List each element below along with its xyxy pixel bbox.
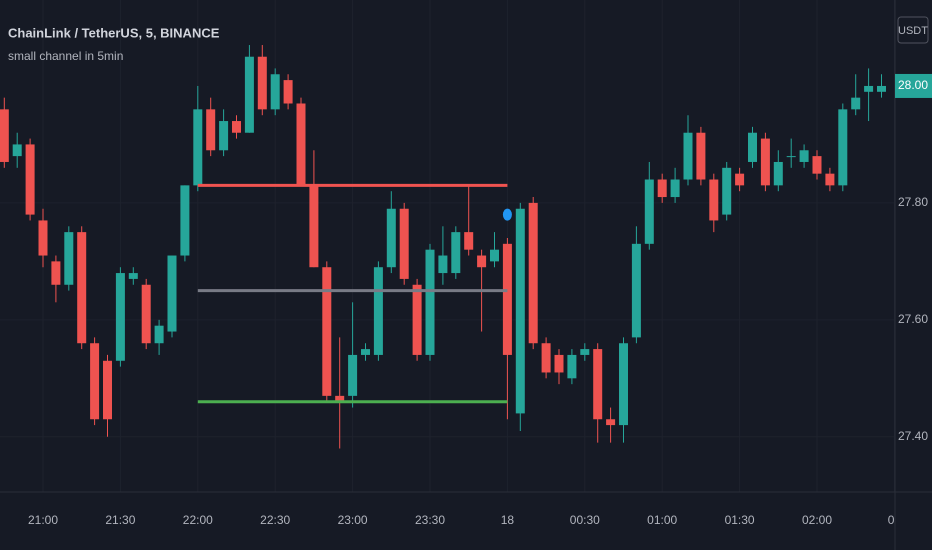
candle-body (683, 132, 693, 180)
chart-title: ChainLink / TetherUS, 5, BINANCE (8, 25, 220, 40)
y-tick-label: 27.80 (898, 195, 928, 209)
candle-body (257, 56, 267, 110)
x-tick-label: 23:30 (415, 513, 445, 527)
x-tick-label: 01:00 (647, 513, 677, 527)
candle-body (0, 109, 9, 162)
currency-box[interactable] (897, 16, 929, 44)
grid (0, 0, 895, 492)
candle-body (502, 243, 512, 355)
candle-body (115, 273, 125, 361)
candle-body (206, 109, 216, 151)
plot (0, 45, 886, 449)
candle-body (644, 179, 654, 244)
x-tick-label: 01:30 (725, 513, 755, 527)
candle-body (760, 138, 770, 186)
signal-marker (502, 208, 512, 221)
candle-body (735, 173, 745, 186)
x-tick-label: 02:00 (802, 513, 832, 527)
candle-body (283, 80, 293, 104)
candle-body (309, 185, 319, 268)
candle-body (77, 232, 87, 344)
y-tick-label: 27.40 (898, 429, 928, 443)
candle-body (631, 243, 641, 338)
x-tick-label: 21:30 (105, 513, 135, 527)
candle-body (438, 255, 448, 274)
candle-body (425, 249, 435, 355)
candle-body (838, 109, 848, 186)
candle-body (373, 267, 383, 355)
last-price-box (895, 73, 932, 98)
candle-body (851, 97, 861, 110)
candle-body (490, 249, 499, 262)
candle-body (877, 85, 886, 92)
candle-body (154, 325, 164, 344)
candle-body (541, 343, 551, 373)
candle-body (773, 161, 783, 186)
candle-body (51, 261, 61, 285)
candle-body (412, 284, 422, 355)
x-tick-label: 00:30 (570, 513, 600, 527)
candle-body (12, 144, 22, 157)
candle-body (464, 232, 474, 250)
candle-body (128, 273, 138, 279)
candle-body (528, 202, 538, 344)
x-tick-label: 22:00 (183, 513, 213, 527)
candle-body (386, 208, 396, 268)
x-tick-label: 21:00 (28, 513, 58, 527)
candle-body (799, 150, 809, 162)
candle-body (348, 354, 358, 396)
candle-body (619, 343, 628, 426)
candle-body (515, 208, 525, 414)
candle-body (606, 419, 616, 426)
candle-body (167, 255, 177, 332)
candle-body (219, 121, 229, 151)
candle-body (709, 179, 719, 221)
candle-body (657, 179, 667, 198)
x-tick-label: 02 (888, 513, 902, 527)
candle-body (38, 220, 48, 256)
currency[interactable]: USDT (898, 25, 928, 37)
axes: 27.40 27.60 27.80 21:00 21:30 22:00 22:30 23:00… (28, 73, 932, 527)
candle-body (399, 208, 409, 279)
candle-body (141, 284, 151, 344)
candle-body (90, 343, 100, 420)
time-labels: 21:00 21:30 22:00 22:30 23:00 23:30 18 00:30 01:… (28, 513, 902, 527)
candle-body (593, 349, 603, 420)
candle-body (270, 74, 280, 110)
candle-body (786, 156, 796, 158)
candle-body (232, 121, 241, 133)
x-tick-label: 18 (501, 513, 515, 527)
candle-body (180, 185, 190, 256)
candle-body (103, 360, 112, 420)
last-price-label: 28.00 (898, 78, 928, 92)
candle-body (696, 132, 706, 180)
candle-body (670, 179, 680, 198)
candle-body (451, 232, 461, 274)
y-tick-label: 27.60 (898, 312, 928, 326)
candle-body (477, 255, 487, 268)
candle-body (64, 232, 74, 285)
candle-body (580, 349, 590, 355)
candle-body (748, 132, 757, 162)
candle-body (864, 85, 874, 92)
candle-body (812, 156, 822, 174)
indicator-name: small channel in 5min (8, 49, 123, 63)
x-tick-label: 22:30 (260, 513, 290, 527)
candle-body (193, 109, 203, 186)
candle-body (567, 354, 577, 379)
candle-body (335, 395, 345, 402)
candle-body (825, 173, 835, 186)
candle-body (322, 267, 332, 396)
x-tick-label: 23:00 (338, 513, 368, 527)
candle-body (296, 103, 306, 186)
candle-body (361, 349, 370, 355)
candle-body (554, 354, 564, 373)
candle-body (244, 56, 254, 133)
candle-body (722, 167, 732, 215)
candle-body (25, 144, 35, 215)
